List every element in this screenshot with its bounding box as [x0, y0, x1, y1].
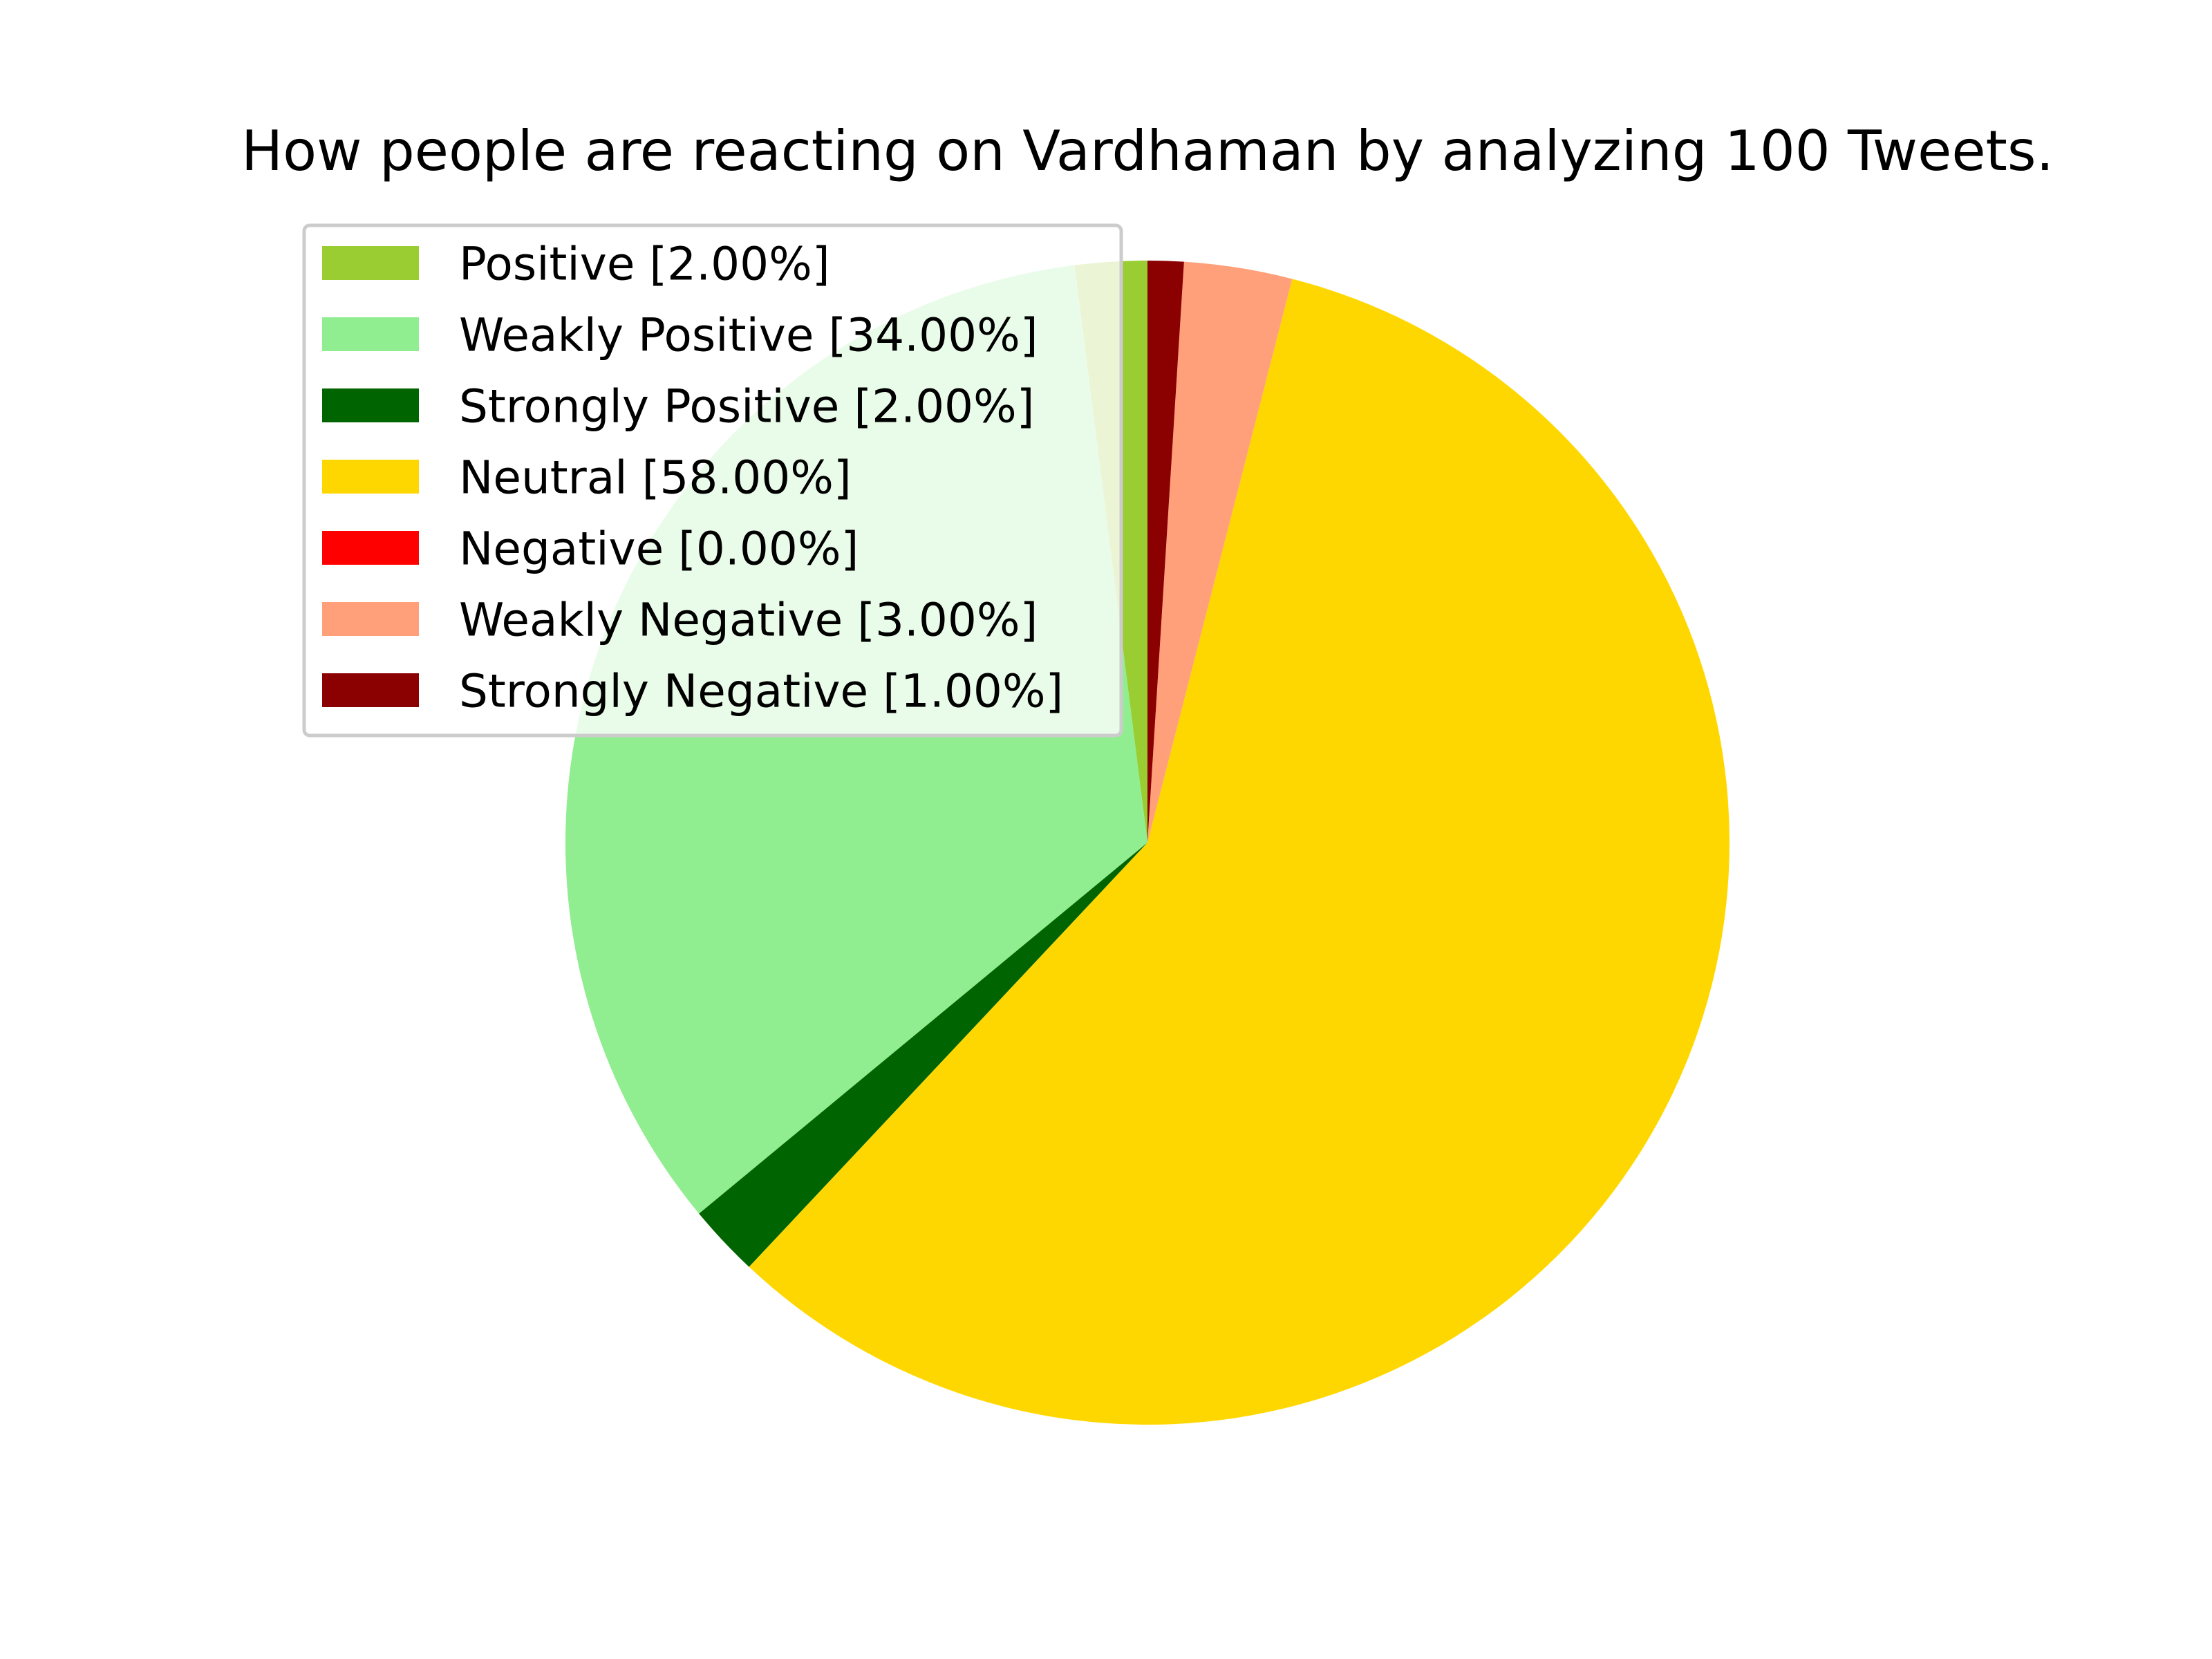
- pie-slice-5: [1147, 261, 1293, 843]
- legend-label-2: Strongly Positive [2.00%]: [459, 380, 1035, 433]
- pie-slice-2: [699, 843, 1147, 1267]
- legend-swatch-2: [322, 388, 419, 422]
- chart-title: How people are reacting on Vardhaman by …: [241, 119, 2054, 183]
- legend-label-4: Negative [0.00%]: [459, 523, 859, 576]
- legend-frame: [302, 223, 1123, 738]
- legend-label-0: Positive [2.00%]: [459, 238, 830, 291]
- legend-swatch-1: [322, 317, 419, 351]
- legend-swatch-3: [322, 460, 419, 494]
- legend-label-5: Weakly Negative [3.00%]: [459, 594, 1038, 647]
- legend-items: Positive [2.00%] Weakly Positive [34.00%]…: [322, 238, 1063, 718]
- legend: Positive [2.00%] Weakly Positive [34.00%]…: [302, 223, 1123, 738]
- legend-label-6: Strongly Negative [1.00%]: [459, 665, 1063, 718]
- legend-swatch-5: [322, 602, 419, 636]
- legend-swatch-0: [322, 246, 419, 280]
- legend-label-3: Neutral [58.00%]: [459, 451, 852, 505]
- legend-swatch-4: [322, 531, 419, 565]
- pie-slice-3: [749, 279, 1730, 1425]
- legend-label-1: Weakly Positive [34.00%]: [459, 309, 1038, 362]
- legend-swatch-6: [322, 673, 419, 707]
- pie-slice-6: [1147, 261, 1184, 843]
